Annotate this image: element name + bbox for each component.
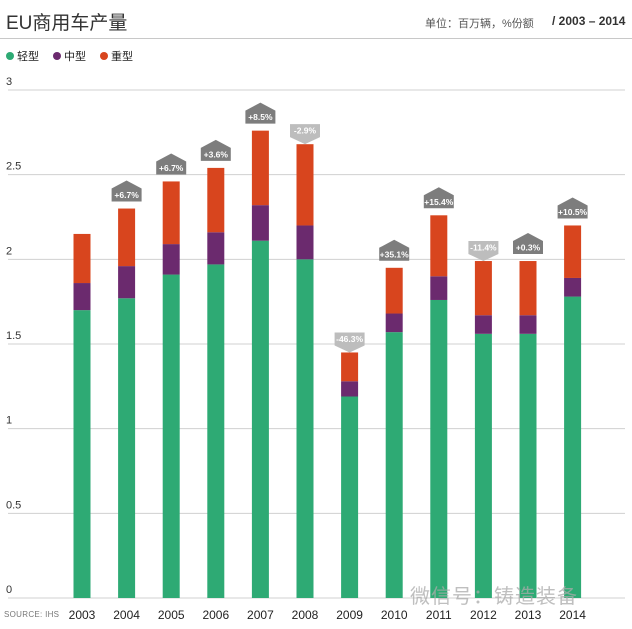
- y-tick-label: 2: [6, 245, 12, 257]
- chart-title: EU商用车产量: [6, 13, 128, 34]
- change-badge-label: -11.4%: [470, 243, 497, 253]
- legend-swatch-medium: [53, 52, 61, 60]
- bar-segment: [162, 274, 180, 598]
- bar-segment: [118, 266, 136, 299]
- x-tick-label: 2003: [69, 608, 96, 622]
- change-badge: [290, 124, 320, 145]
- change-badge-label: -2.9%: [294, 126, 317, 136]
- bar-segment: [207, 232, 225, 265]
- bar-segment: [251, 130, 269, 206]
- bar-segment: [430, 215, 448, 277]
- bar-segment: [385, 332, 403, 598]
- x-tick-label: 2008: [292, 608, 319, 622]
- y-tick-label: 3: [6, 76, 12, 88]
- legend-item-medium: 中型: [53, 48, 86, 64]
- y-tick-label: 2.5: [6, 161, 21, 173]
- bar-segment: [519, 261, 537, 316]
- x-tick-label: 2011: [426, 608, 452, 622]
- bar-segment: [162, 244, 180, 275]
- bar-segment: [564, 225, 582, 278]
- legend-item-light: 轻型: [6, 48, 39, 64]
- year-range-label: / 2003 – 2014: [552, 14, 626, 28]
- bar-segment: [118, 208, 136, 267]
- change-badge: [200, 139, 231, 161]
- bar-segment: [341, 396, 359, 598]
- change-badge: [334, 332, 365, 353]
- bar-segment: [430, 276, 448, 300]
- change-badge: [423, 187, 454, 209]
- bar-segment: [296, 144, 314, 226]
- change-badge-label: +15.4%: [424, 197, 454, 207]
- y-tick-label: 1.5: [6, 330, 21, 342]
- change-badge: [245, 102, 276, 124]
- change-badge-label: +0.3%: [516, 243, 541, 253]
- bar-segment: [564, 277, 582, 297]
- bar-segment: [341, 352, 359, 382]
- bar-segment: [296, 259, 314, 598]
- bar-segment: [385, 313, 403, 333]
- change-badge-label: -46.3%: [336, 334, 363, 344]
- change-badge-label: +6.7%: [159, 163, 184, 173]
- legend-label-light: 轻型: [17, 51, 39, 63]
- source-note: SOURCE: IHS: [4, 610, 60, 619]
- bar-segment: [474, 315, 492, 334]
- x-tick-label: 2005: [158, 608, 185, 622]
- legend-item-heavy: 重型: [100, 48, 133, 64]
- change-badge: [513, 233, 543, 255]
- x-tick-label: 2014: [559, 608, 586, 622]
- bar-segment: [296, 225, 314, 260]
- change-badge: [156, 153, 187, 175]
- bar-segment: [118, 298, 136, 598]
- x-tick-label: 2009: [336, 608, 363, 622]
- bar-segment: [341, 381, 359, 397]
- y-tick-label: 0.5: [6, 499, 21, 511]
- legend-swatch-heavy: [100, 52, 108, 60]
- x-tick-label: 2004: [113, 608, 140, 622]
- bar-segment: [519, 315, 537, 334]
- legend: 轻型 中型 重型: [6, 48, 133, 64]
- bar-segment: [162, 181, 180, 245]
- watermark: 微信号：铸造装备: [410, 586, 578, 608]
- bar-segment: [251, 205, 269, 241]
- bar-segment: [519, 333, 537, 598]
- y-tick-label: 0: [6, 584, 12, 596]
- bar-segment: [385, 267, 403, 314]
- bar-segment: [474, 261, 492, 316]
- change-badge: [557, 197, 588, 219]
- unit-label: 单位：百万辆，%份额: [425, 18, 534, 30]
- bar-segment: [474, 333, 492, 598]
- x-tick-label: 2007: [247, 608, 274, 622]
- x-tick-label: 2013: [515, 608, 542, 622]
- x-tick-label: 2010: [381, 608, 408, 622]
- bar-segment: [564, 296, 582, 598]
- x-tick-label: 2006: [202, 608, 229, 622]
- bar-segment: [207, 264, 225, 598]
- change-badge-label: +3.6%: [204, 149, 229, 159]
- legend-label-heavy: 重型: [111, 51, 133, 63]
- change-badge-label: +6.7%: [114, 190, 139, 200]
- bar-segment: [73, 310, 91, 598]
- bar-segment: [73, 283, 91, 311]
- y-tick-label: 1: [6, 415, 12, 427]
- bar-segment: [251, 240, 269, 598]
- x-tick-label: 2012: [470, 608, 497, 622]
- header-divider: [0, 38, 632, 39]
- change-badge: [111, 180, 142, 202]
- legend-swatch-light: [6, 52, 14, 60]
- bar-segment: [430, 299, 448, 598]
- change-badge-label: +10.5%: [558, 207, 588, 217]
- change-badge: [379, 239, 410, 261]
- legend-label-medium: 中型: [64, 51, 86, 63]
- change-badge-label: +8.5%: [248, 112, 273, 122]
- bar-segment: [207, 167, 225, 233]
- change-badge: [468, 241, 499, 262]
- change-badge-label: +35.1%: [380, 249, 410, 259]
- bar-segment: [73, 233, 91, 284]
